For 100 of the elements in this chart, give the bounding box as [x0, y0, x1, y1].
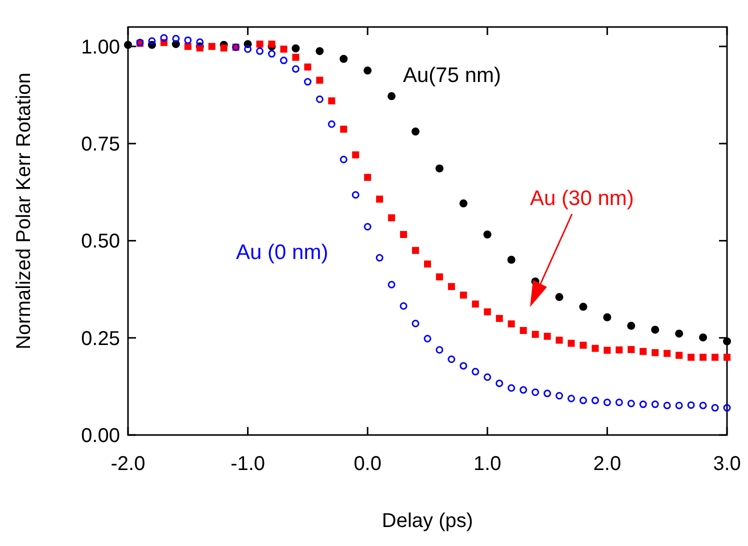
point: [316, 76, 324, 84]
point: [352, 191, 360, 199]
point: [532, 330, 539, 338]
point: [400, 230, 408, 238]
point: [412, 128, 420, 136]
x-axis-title: Delay (ps): [382, 510, 474, 532]
point: [544, 390, 552, 398]
point: [256, 40, 264, 48]
point: [208, 42, 216, 50]
point: [376, 196, 384, 203]
point: [555, 293, 564, 302]
point: [184, 36, 192, 44]
point: [459, 199, 468, 208]
point: [388, 92, 396, 100]
point: [435, 164, 444, 172]
point: [352, 151, 360, 158]
point: [496, 314, 503, 322]
x-tick-label: -1.0: [230, 453, 266, 475]
point: [483, 230, 492, 238]
y-tick-label: 0.25: [81, 328, 120, 350]
x-tick-label: -2.0: [110, 453, 146, 475]
point: [579, 302, 588, 311]
point: [436, 346, 444, 354]
point: [148, 37, 156, 45]
point: [627, 322, 636, 330]
point: [460, 292, 467, 299]
point: [292, 65, 300, 73]
point: [724, 354, 730, 361]
point: [616, 346, 623, 354]
point: [472, 368, 480, 376]
point: [568, 394, 576, 402]
point: [280, 56, 288, 64]
point: [364, 66, 372, 75]
point: [675, 402, 683, 410]
point: [460, 362, 468, 370]
point: [244, 45, 252, 53]
point: [507, 256, 516, 264]
x-tick-label: 2.0: [593, 453, 622, 475]
y-tick-label: 1.00: [81, 36, 120, 58]
point: [268, 40, 276, 48]
point: [603, 313, 612, 322]
point: [723, 404, 731, 412]
point: [472, 300, 479, 308]
point: [640, 348, 647, 355]
point: [700, 354, 707, 361]
point: [448, 355, 456, 363]
y-axis-title: Normalized Polar Kerr Rotation: [13, 72, 35, 350]
point: [448, 283, 455, 290]
point: [304, 78, 312, 86]
point: [639, 400, 647, 408]
point: [484, 308, 491, 316]
point: [484, 373, 492, 381]
point: [340, 156, 348, 164]
point: [316, 96, 324, 104]
point: [520, 326, 527, 334]
point: [568, 340, 575, 347]
point: [268, 50, 276, 58]
point: [280, 46, 288, 53]
point: [591, 396, 599, 404]
point: [723, 337, 731, 346]
point: [712, 354, 719, 361]
point: [220, 44, 228, 52]
point: [688, 354, 695, 361]
point: [675, 330, 684, 338]
point: [172, 34, 180, 42]
point: [663, 402, 671, 410]
point: [699, 402, 707, 410]
point: [579, 396, 587, 404]
point: [196, 38, 204, 46]
point: [604, 346, 611, 354]
point: [364, 222, 372, 230]
point: [508, 320, 515, 328]
point: [544, 332, 551, 340]
point: [651, 400, 659, 408]
point: [687, 401, 695, 409]
point: [532, 388, 540, 396]
point: [316, 47, 324, 56]
point: [340, 126, 348, 133]
point: [160, 34, 168, 42]
point: [292, 44, 300, 52]
point: [400, 302, 408, 310]
point: [292, 54, 300, 61]
point: [340, 54, 348, 63]
y-tick-label: 0.00: [81, 425, 120, 447]
point: [328, 120, 336, 128]
point: [520, 386, 528, 394]
point: [436, 273, 443, 280]
x-tick-label: 3.0: [713, 453, 741, 475]
point: [256, 47, 264, 55]
point: [603, 398, 611, 406]
point: [388, 214, 396, 222]
point: [376, 254, 384, 262]
point: [328, 97, 336, 104]
point: [412, 320, 420, 328]
point: [496, 380, 504, 388]
point: [592, 344, 599, 352]
point: [676, 352, 683, 359]
series-label: Au (0 nm): [236, 241, 328, 264]
point: [124, 40, 132, 49]
point: [556, 336, 563, 344]
